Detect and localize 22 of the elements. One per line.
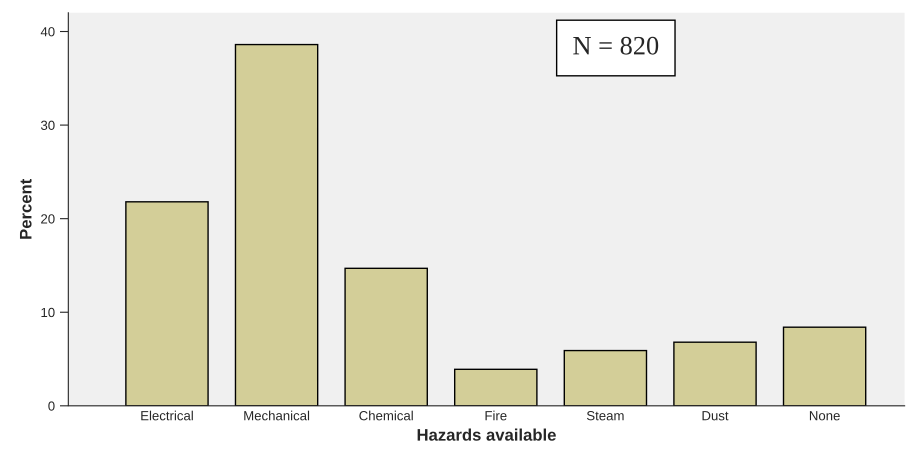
x-tick-label: Mechanical (244, 410, 310, 420)
bar (454, 368, 538, 406)
y-tick-label: 20 (41, 214, 55, 224)
bar (673, 341, 757, 406)
y-axis-title: Percent (20, 178, 32, 239)
x-tick-label: Fire (486, 410, 507, 420)
annotation: N = 820 (573, 36, 658, 55)
bar (564, 350, 648, 406)
x-tick-label: Steam (586, 411, 624, 420)
x-tick-label: Dust (702, 411, 728, 420)
y-tick-label: 0 (48, 401, 55, 411)
bar (782, 326, 866, 406)
y-tick-label: 30 (40, 120, 55, 130)
x-axis-title: Hazards available (418, 428, 556, 441)
y-tick-label: 10 (41, 308, 55, 318)
y-tick-label: 40 (40, 27, 55, 36)
x-tick-label: None (810, 411, 840, 420)
x-tick-label: Electrical (141, 410, 193, 420)
bar (344, 268, 428, 406)
x-tick-label: Chemical (359, 410, 413, 420)
bar (234, 44, 318, 406)
bar (125, 201, 209, 406)
